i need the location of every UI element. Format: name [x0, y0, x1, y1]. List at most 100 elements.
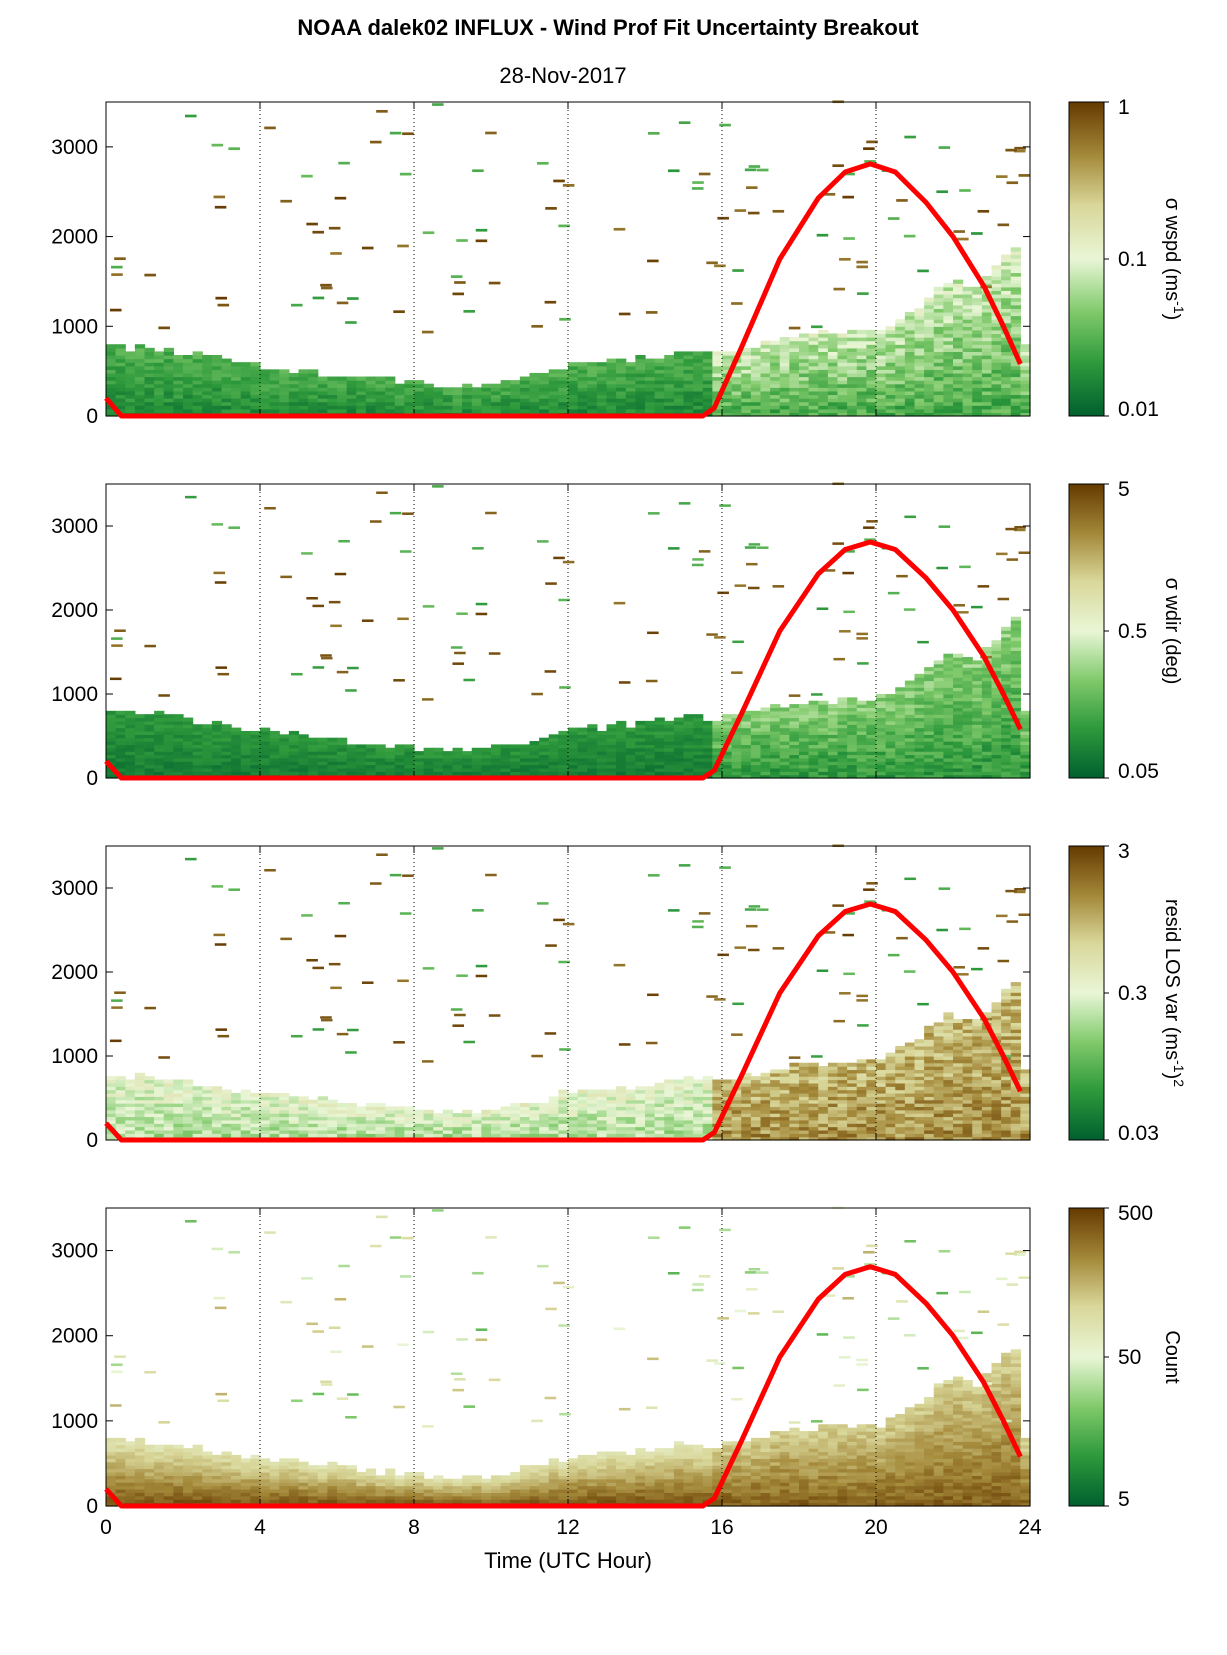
heatmap-cell [664, 390, 675, 396]
heatmap-cell [972, 660, 983, 665]
heatmap-cell [962, 304, 973, 309]
heatmap-cell [539, 1119, 550, 1124]
heatmap-cell [943, 376, 954, 381]
heatmap-cell [770, 744, 781, 749]
heatmap-cell [895, 329, 906, 335]
heatmap-cell [1010, 398, 1021, 403]
heatmap-cell [327, 394, 338, 399]
heatmap-cell [288, 741, 300, 745]
heatmap-cell [895, 724, 906, 729]
heatmap-cell [712, 724, 723, 729]
heatmap-cell [981, 394, 993, 399]
heatmap-cell [847, 737, 858, 742]
heatmap-cell [904, 700, 916, 705]
heatmap-cell [125, 720, 136, 725]
heatmap-cell [221, 369, 232, 374]
heatmap-cell [375, 757, 386, 762]
heatmap-cell [202, 744, 213, 749]
heatmap-cell [953, 333, 964, 338]
heatmap-cell [876, 372, 887, 378]
heatmap-cell [115, 1126, 126, 1131]
heatmap-cell [558, 1096, 569, 1101]
heatmap-cell [953, 369, 964, 374]
heatmap-cell [924, 717, 935, 722]
heatmap-cell [722, 362, 733, 367]
heatmap-cell [904, 322, 916, 327]
heatmap-cell [1020, 412, 1031, 417]
heatmap-cell [770, 401, 781, 406]
heatmap-cell [1010, 630, 1021, 635]
heatmap-cell [202, 730, 213, 735]
heatmap-cell [183, 771, 194, 776]
heatmap-cell [972, 680, 983, 685]
heatmap-cell [394, 1119, 405, 1124]
heatmap-cell [943, 408, 954, 414]
heatmap-cell [558, 1119, 569, 1124]
heatmap-cell [808, 376, 819, 381]
heatmap-cell [770, 1086, 781, 1091]
heatmap-cell [702, 767, 713, 772]
heatmap-cell [115, 1096, 126, 1101]
heatmap-cell [616, 757, 627, 762]
heatmap-cell [291, 672, 303, 676]
heatmap-cell [154, 351, 165, 356]
heatmap-cell [943, 329, 954, 335]
heatmap-cell [924, 304, 935, 309]
heatmap-cell [981, 337, 993, 342]
heatmap-cell [260, 744, 271, 749]
heatmap-cell [616, 1116, 627, 1121]
heatmap-cell [618, 312, 631, 316]
heatmap-cell [712, 1089, 723, 1094]
heatmap-cell [192, 771, 203, 776]
heatmap-cell [904, 751, 916, 756]
heatmap-cell [808, 774, 819, 779]
heatmap-cell [211, 358, 223, 363]
heatmap-cell [106, 710, 117, 715]
heatmap-cell [163, 754, 174, 759]
heatmap-cell [856, 405, 867, 410]
heatmap-cell [933, 697, 944, 702]
heatmap-cell [722, 1129, 733, 1134]
heatmap-cell [500, 1109, 511, 1114]
heatmap-cell [962, 297, 973, 302]
heatmap-cell [308, 744, 319, 749]
heatmap-cell [125, 1123, 136, 1128]
heatmap-cell [125, 365, 136, 370]
heatmap-cell [154, 741, 165, 745]
heatmap-cell [943, 673, 954, 678]
heatmap-cell [356, 390, 367, 396]
heatmap-cell [404, 764, 415, 769]
heatmap-cell [683, 1086, 694, 1091]
heatmap-cell [962, 730, 973, 735]
heatmap-cell [433, 1123, 444, 1128]
heatmap-cell [683, 1116, 694, 1121]
heatmap-cell [577, 754, 588, 759]
heatmap-cell [953, 727, 964, 732]
heatmap-cell [192, 747, 203, 752]
heatmap-cell [125, 1106, 136, 1111]
heatmap-cell [385, 1116, 396, 1121]
heatmap-cell [423, 405, 434, 410]
heatmap-cell [106, 1082, 117, 1087]
heatmap-cell [231, 1119, 242, 1124]
heatmap-cell [529, 1103, 540, 1107]
heatmap-cell [548, 744, 559, 749]
heatmap-cell [308, 761, 319, 766]
heatmap-cell [539, 380, 550, 385]
heatmap-cell [933, 293, 944, 299]
heatmap-cell [827, 737, 839, 742]
heatmap-cell [548, 751, 559, 756]
heatmap-cell [741, 380, 752, 385]
heatmap-cell [250, 744, 261, 749]
heatmap-cell [485, 511, 497, 515]
heatmap-cell [654, 1089, 665, 1094]
heatmap-cell [664, 1116, 675, 1121]
heatmap-cell [154, 1082, 165, 1087]
heatmap-cell [876, 347, 887, 353]
heatmap-cell [442, 390, 454, 396]
heatmap-cell [317, 390, 328, 396]
heatmap-cell [510, 1103, 521, 1107]
heatmap-cell [606, 1106, 617, 1111]
heatmap-cell [1020, 358, 1031, 363]
heatmap-cell [519, 401, 531, 406]
